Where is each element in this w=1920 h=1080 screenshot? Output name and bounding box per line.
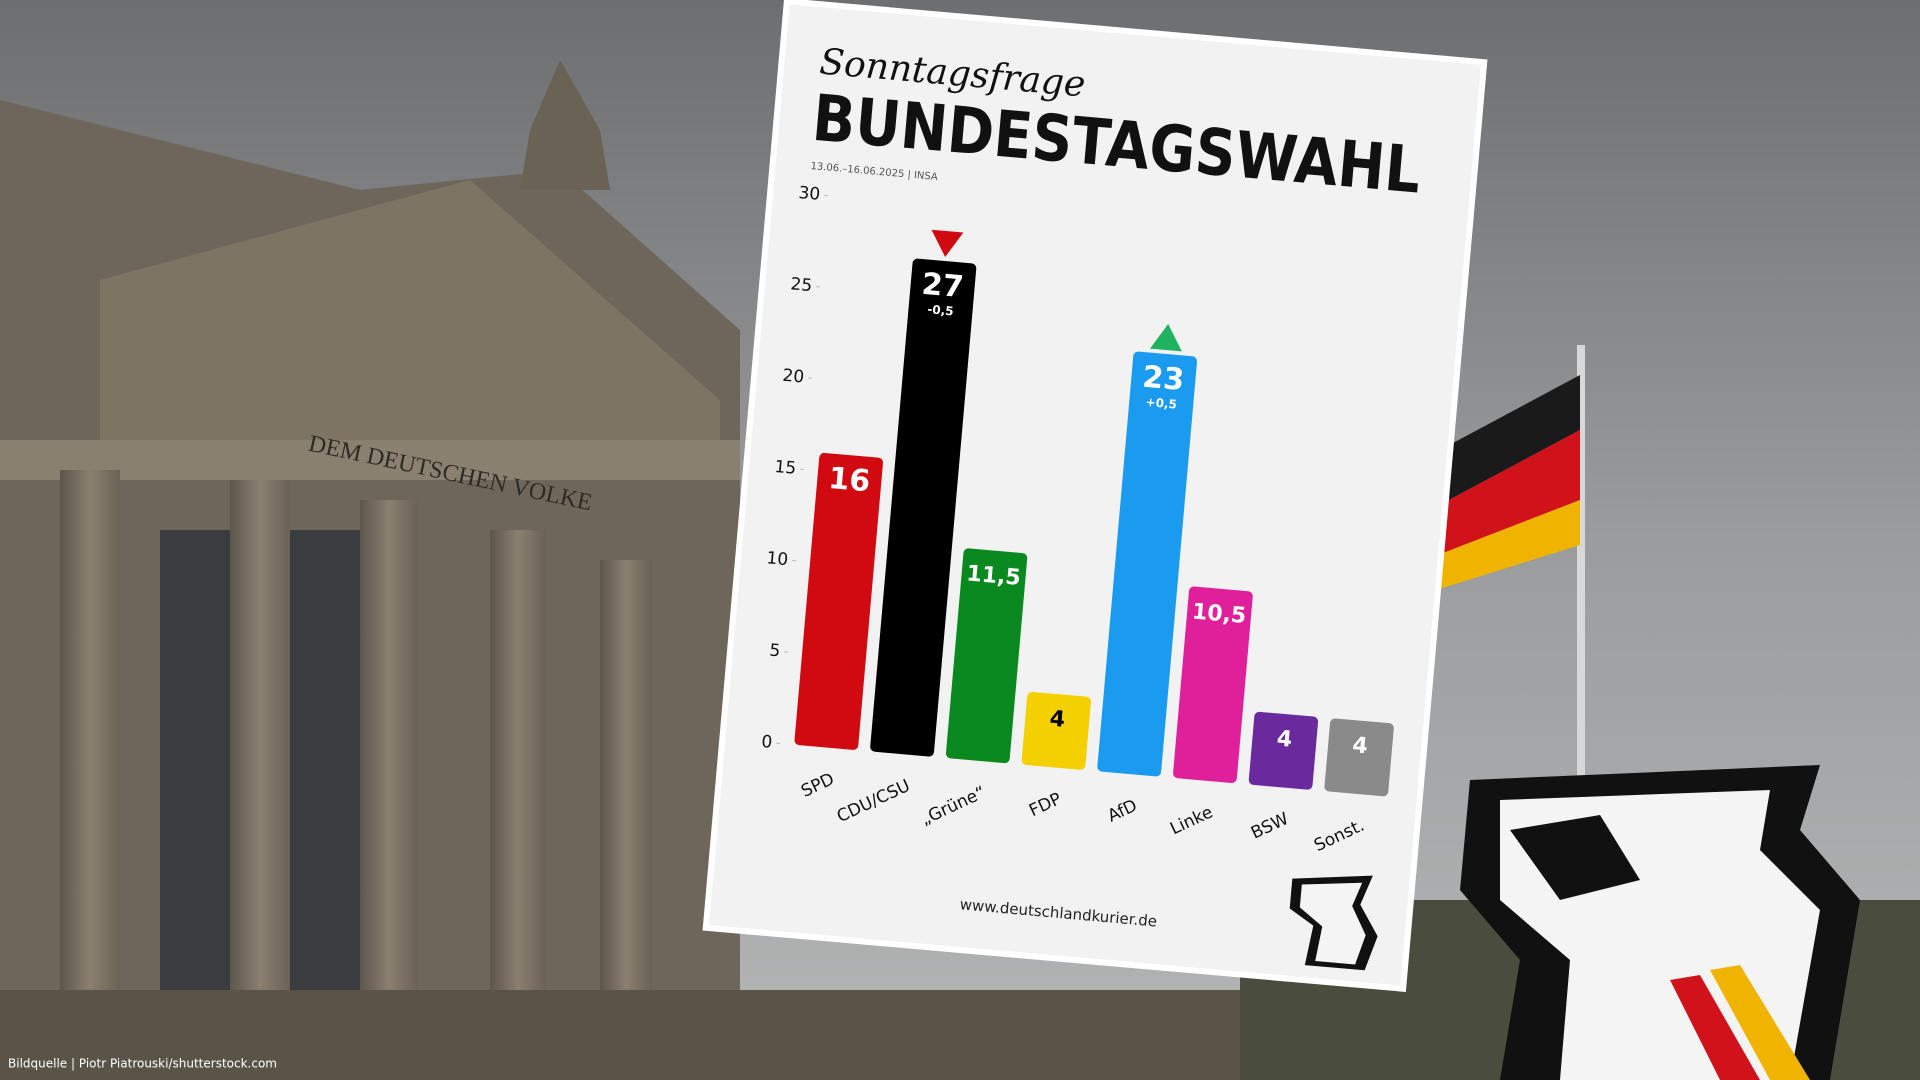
value-label: 4 <box>1276 726 1293 752</box>
photo-credit: Bildquelle | Piotr Piatrouski/shuttersto… <box>8 1057 277 1071</box>
bar <box>1248 711 1319 790</box>
y-tick-label: 25 <box>790 274 813 296</box>
eagle-logo <box>1460 765 1860 1080</box>
building: DEM DEUTSCHEN VOLKE <box>0 60 1920 1080</box>
change-arrow <box>931 229 964 258</box>
value-label: 16 <box>827 461 872 500</box>
bar <box>1097 351 1198 777</box>
value-label: 10,5 <box>1191 599 1247 629</box>
y-tick-label: 10 <box>766 548 789 570</box>
change-label: -0,5 <box>927 302 954 318</box>
value-label: 27 <box>920 267 965 306</box>
flag <box>1420 345 1585 785</box>
bar <box>1324 718 1394 797</box>
value-label: 11,5 <box>965 561 1021 591</box>
y-tick-label: 5 <box>769 641 782 662</box>
small-logo <box>1289 875 1378 971</box>
bar <box>794 452 883 750</box>
bar <box>870 258 977 757</box>
y-tick-label: 15 <box>774 457 797 479</box>
value-label: 4 <box>1049 707 1066 733</box>
value-label: 4 <box>1351 733 1368 759</box>
y-tick-label: 20 <box>782 366 805 388</box>
y-tick-label: 0 <box>761 732 774 753</box>
change-arrow <box>1149 324 1182 352</box>
bar <box>1173 586 1253 784</box>
paper: Sonntagsfrage BUNDESTAGSWAHL 13.06.–16.0… <box>702 0 1488 992</box>
bar <box>1021 691 1091 770</box>
value-label: 23 <box>1141 360 1186 399</box>
bar <box>945 548 1028 764</box>
y-tick-label: 30 <box>798 183 821 205</box>
change-label: +0,5 <box>1145 395 1177 412</box>
